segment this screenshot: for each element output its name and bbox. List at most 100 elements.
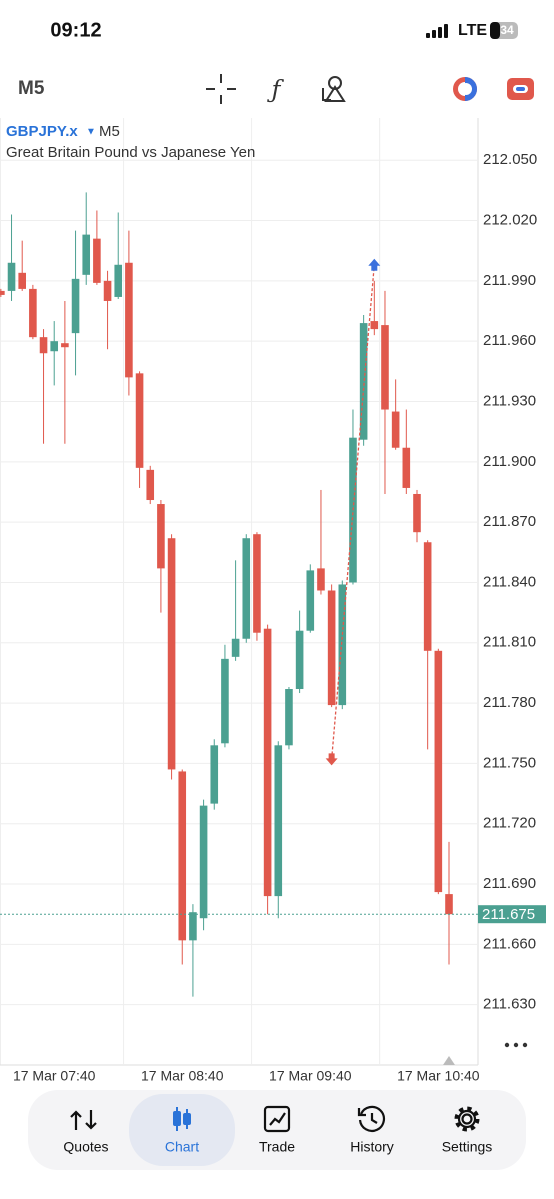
- y-tick-label: 212.050: [483, 151, 537, 168]
- candle-body: [370, 321, 379, 330]
- candle-body: [274, 745, 283, 897]
- account-button[interactable]: [453, 77, 477, 101]
- crosshair-button[interactable]: [206, 74, 236, 104]
- nav: Quotes Chart Trade History Settings: [63, 1094, 492, 1166]
- candle-body: [167, 538, 176, 770]
- nav-icon-part: [370, 1113, 378, 1124]
- more-button[interactable]: [504, 1042, 528, 1048]
- candle-body: [93, 238, 101, 283]
- x-tick-label: 17 Mar 09:40: [269, 1068, 352, 1084]
- x-tick-label: 17 Mar 08:40: [141, 1068, 224, 1084]
- subtitle: Great Britain Pound vs Japanese Yen: [6, 144, 255, 161]
- chart-timeframe: M5: [99, 123, 120, 140]
- y-tick-label: 211.630: [483, 996, 536, 1013]
- candle-body: [189, 912, 197, 941]
- nav-icon-part: [358, 1105, 386, 1132]
- candle-body: [29, 288, 37, 338]
- nav-label: Trade: [259, 1139, 295, 1155]
- nav-label: History: [350, 1139, 394, 1155]
- symbol[interactable]: GBPJPY.x: [6, 123, 78, 140]
- candle-body: [199, 805, 208, 919]
- candle-body: [231, 638, 240, 657]
- nav-icon: [454, 1106, 480, 1132]
- nav-item[interactable]: Settings: [442, 1106, 493, 1155]
- timeframe-button[interactable]: M5: [18, 78, 45, 99]
- nav-icon: [173, 1107, 191, 1131]
- nav-item[interactable]: History: [350, 1105, 394, 1155]
- y-tick-label: 211.810: [483, 634, 536, 651]
- nav-icon-part: [173, 1111, 181, 1126]
- status-time: 09:12: [50, 19, 101, 41]
- y-tick-label: 211.720: [483, 815, 536, 832]
- nav-item[interactable]: Quotes: [63, 1110, 109, 1155]
- candle-body: [381, 325, 389, 410]
- y-tick-label: 211.750: [483, 754, 536, 771]
- y-tick-label: 211.990: [483, 272, 536, 289]
- candle-body: [125, 262, 133, 378]
- candle-body: [221, 658, 229, 744]
- price-tag: [478, 905, 546, 924]
- candle-body: [413, 493, 421, 533]
- candle-body: [135, 373, 144, 468]
- nav-icon: [70, 1110, 97, 1130]
- battery-level: [490, 22, 500, 39]
- nav-icon-part: [461, 1113, 473, 1125]
- candle-body: [391, 411, 400, 448]
- candle-body: [434, 650, 443, 893]
- nav-item[interactable]: Trade: [259, 1105, 295, 1155]
- candle-body: [327, 590, 336, 706]
- candle-body: [338, 584, 347, 706]
- y-tick-label: 211.780: [483, 694, 536, 711]
- nav-icon: [357, 1105, 386, 1132]
- y-tick-label: 211.900: [483, 453, 536, 470]
- candle-body: [178, 771, 187, 941]
- nav-icon-part: [357, 1108, 366, 1117]
- x-tick-label: 17 Mar 07:40: [13, 1068, 96, 1084]
- nav-label: Quotes: [63, 1139, 108, 1155]
- candle-body: [0, 290, 5, 295]
- nav-icon-part: [263, 1105, 291, 1133]
- y-tick-label: 212.020: [483, 212, 537, 229]
- y-tick-label: 211.960: [483, 332, 536, 349]
- signal-icon: [426, 24, 448, 38]
- price-tag-text: 211.675: [482, 906, 535, 923]
- y-tick-label: 211.870: [483, 513, 536, 530]
- candle-body: [423, 542, 432, 651]
- candle-body: [61, 343, 69, 348]
- nav-label: Settings: [442, 1139, 493, 1155]
- trade-button[interactable]: [507, 78, 534, 100]
- candle-body: [402, 447, 411, 488]
- y-tick-label: 211.660: [483, 935, 536, 952]
- grid: [0, 118, 478, 1065]
- battery-text: 34: [500, 23, 514, 37]
- candle-body: [7, 262, 16, 291]
- nav-item[interactable]: Chart: [129, 1094, 235, 1166]
- objects-button[interactable]: [322, 76, 346, 102]
- indicators-button[interactable]: ƒ: [267, 76, 285, 104]
- nav-icon-part: [454, 1106, 480, 1132]
- candle-body: [317, 568, 325, 591]
- candle-body: [306, 570, 315, 631]
- nav-highlight: [129, 1094, 235, 1166]
- trade-line: [330, 264, 375, 760]
- candle-body: [359, 323, 368, 440]
- candle-body: [295, 630, 304, 690]
- trade-marker: [325, 753, 338, 766]
- candle-body: [285, 689, 293, 746]
- candle-body: [50, 341, 59, 352]
- nav-icon-part: [457, 1109, 477, 1129]
- candle-body: [210, 745, 219, 804]
- trade-marker: [368, 258, 381, 271]
- x-tick-label: 17 Mar 10:40: [397, 1068, 480, 1084]
- nav-label: Chart: [165, 1139, 199, 1155]
- candle-body: [71, 278, 80, 334]
- candle-body: [114, 264, 123, 297]
- candle-body: [18, 272, 26, 289]
- shift-marker[interactable]: [443, 1056, 455, 1065]
- network: LTE: [458, 22, 487, 39]
- nav-icon-part: [183, 1113, 191, 1125]
- symbol-dropdown[interactable]: ▼: [86, 127, 96, 138]
- candle-body: [445, 894, 453, 915]
